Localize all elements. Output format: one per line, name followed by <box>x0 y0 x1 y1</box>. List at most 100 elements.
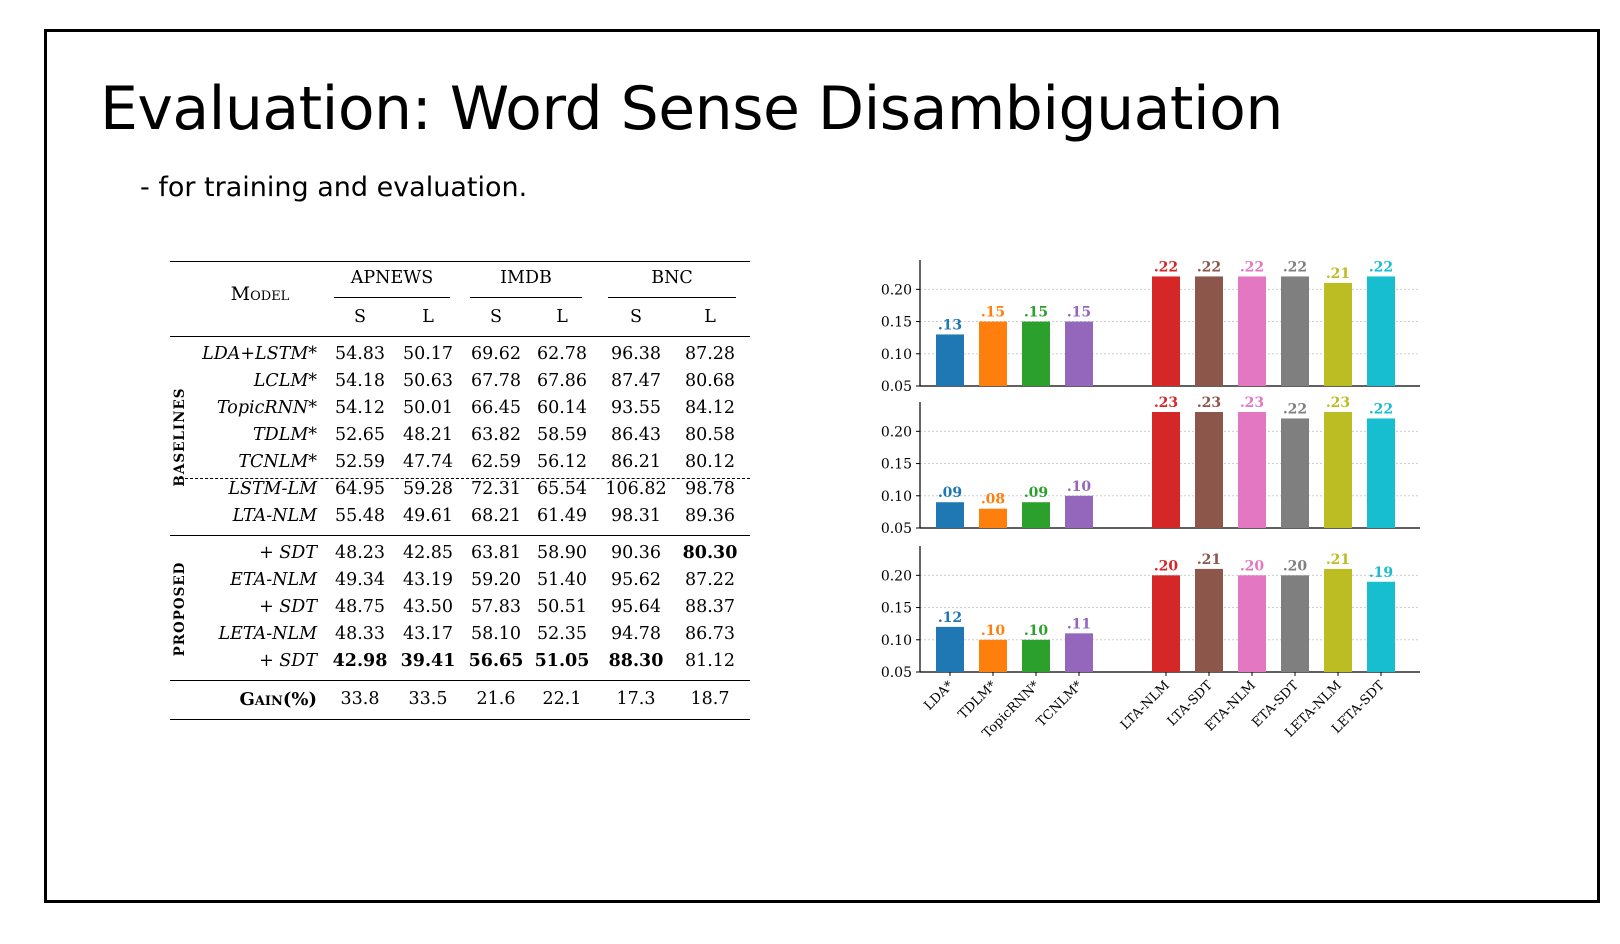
bar-value-label: .15 <box>1024 305 1048 321</box>
bar-value-label: .23 <box>1154 395 1178 411</box>
table-cell: 81.12 <box>684 651 736 671</box>
table-cell: 106.82 <box>605 479 667 499</box>
table-cell: 90.36 <box>610 543 662 563</box>
bar <box>1324 412 1352 528</box>
x-tick-label: LDA* <box>922 678 958 714</box>
table-cell: 50.01 <box>402 398 454 418</box>
gain-cell: 33.5 <box>408 689 448 709</box>
table-cell: 64.95 <box>334 479 386 499</box>
gain-cell: 21.6 <box>476 689 516 709</box>
y-tick-label: 0.20 <box>881 568 912 584</box>
table-cell: 63.82 <box>470 425 522 445</box>
table-cell: 51.40 <box>536 570 588 590</box>
bar <box>1281 418 1309 528</box>
table-cell: 80.58 <box>684 425 736 445</box>
bar-chart-panel: 0.05 0.10 0.15 0.20 .13 .15 .15 .15 .22 .22 .22 .22… <box>860 259 1500 800</box>
table-cell: 87.47 <box>610 371 662 391</box>
gain-cell: 17.3 <box>616 689 656 709</box>
bar-value-label: .09 <box>1024 485 1048 501</box>
table-cell: 48.21 <box>402 425 454 445</box>
table-cell: 95.64 <box>610 597 662 617</box>
bar <box>1152 276 1180 386</box>
bar-value-label: .23 <box>1326 395 1350 411</box>
bar-value-label: .08 <box>981 492 1005 508</box>
bar-value-label: .10 <box>981 623 1006 639</box>
table-cell: 57.83 <box>470 597 522 617</box>
bar <box>1324 568 1352 672</box>
y-tick-label: 0.05 <box>881 379 912 395</box>
bar <box>1022 639 1050 672</box>
bar-value-label: .15 <box>981 305 1005 321</box>
table-cell: 58.90 <box>536 543 588 563</box>
table-row-model: LCLM* <box>253 371 317 391</box>
table-cell: 55.48 <box>334 506 386 526</box>
y-tick-label: 0.20 <box>881 282 912 298</box>
table-cell: 62.78 <box>536 344 588 364</box>
table-cell: 54.18 <box>334 371 386 391</box>
table-cell: 49.34 <box>334 570 386 590</box>
table-rule <box>170 680 750 681</box>
table-cell: 63.81 <box>470 543 522 563</box>
bar <box>936 626 964 672</box>
table-cell: 54.83 <box>334 344 386 364</box>
table-cell: 67.86 <box>536 371 588 391</box>
table-cell: 72.31 <box>470 479 522 499</box>
bar-value-label: .09 <box>938 485 962 501</box>
model-header: Model <box>230 283 290 305</box>
bar <box>1065 633 1093 672</box>
table-cell: 60.14 <box>536 398 588 418</box>
table-cell: 52.65 <box>334 425 386 445</box>
table-cell: 42.85 <box>402 543 454 563</box>
table-cell: 66.45 <box>470 398 522 418</box>
table-row-model: TopicRNN* <box>216 398 317 418</box>
slide-title: Evaluation: Word Sense Disambiguation <box>100 74 1283 144</box>
table-row-model: ETA-NLM <box>230 570 317 590</box>
table-rule <box>180 478 750 479</box>
table-cell: 80.30 <box>682 543 738 563</box>
bar <box>1324 282 1352 386</box>
table-cell: 52.35 <box>536 624 588 644</box>
bar-value-label: .23 <box>1240 395 1264 411</box>
bar-value-label: .19 <box>1369 565 1393 581</box>
bar-value-label: .22 <box>1369 401 1393 417</box>
table-cell: 86.73 <box>684 624 736 644</box>
bar <box>1367 276 1395 386</box>
bar <box>1367 418 1395 528</box>
table-cell: 96.38 <box>610 344 662 364</box>
bar <box>1195 276 1223 386</box>
sub-header: L <box>422 307 434 327</box>
table-row-model: + SDT <box>259 543 317 563</box>
table-cell: 50.51 <box>536 597 588 617</box>
y-tick-label: 0.05 <box>881 665 912 681</box>
table-cell: 62.59 <box>470 452 522 472</box>
table-rule <box>170 535 750 536</box>
bar <box>1281 575 1309 672</box>
table-cell: 95.62 <box>610 570 662 590</box>
table-cell: 48.75 <box>334 597 386 617</box>
results-table: Model APNEWS IMDB BNC S L S L S L LDA+LSTM* 54.83 50… <box>170 261 770 750</box>
gain-cell: 18.7 <box>690 689 730 709</box>
table-cell: 43.50 <box>402 597 454 617</box>
table-cell: 48.33 <box>334 624 386 644</box>
bar <box>979 508 1007 528</box>
table-cell: 43.17 <box>402 624 454 644</box>
bar-value-label: .13 <box>938 317 962 333</box>
table-cell: 43.19 <box>402 570 454 590</box>
table-cell: 80.12 <box>684 452 736 472</box>
bar <box>936 502 964 528</box>
bar-value-label: .15 <box>1067 305 1091 321</box>
table-cell: 52.59 <box>334 452 386 472</box>
table-row-model: + SDT <box>259 597 317 617</box>
table-cell: 50.17 <box>402 344 454 364</box>
table-cell: 49.61 <box>402 506 454 526</box>
y-tick-label: 0.05 <box>881 521 912 537</box>
group-header: APNEWS <box>350 268 434 288</box>
table-cell: 88.30 <box>608 651 664 671</box>
bar-chart: 0.05 0.10 0.15 0.20 .13 .15 .15 .15 .22 .22 .22 .22… <box>881 259 1420 741</box>
y-tick-label: 0.10 <box>881 633 912 649</box>
x-tick-label: LTA-NLM <box>1118 678 1173 733</box>
gain-cell: 33.8 <box>340 689 380 709</box>
table-row-model: TDLM* <box>253 425 317 445</box>
bar-value-label: .21 <box>1326 266 1350 282</box>
bar-value-label: .22 <box>1240 260 1264 275</box>
